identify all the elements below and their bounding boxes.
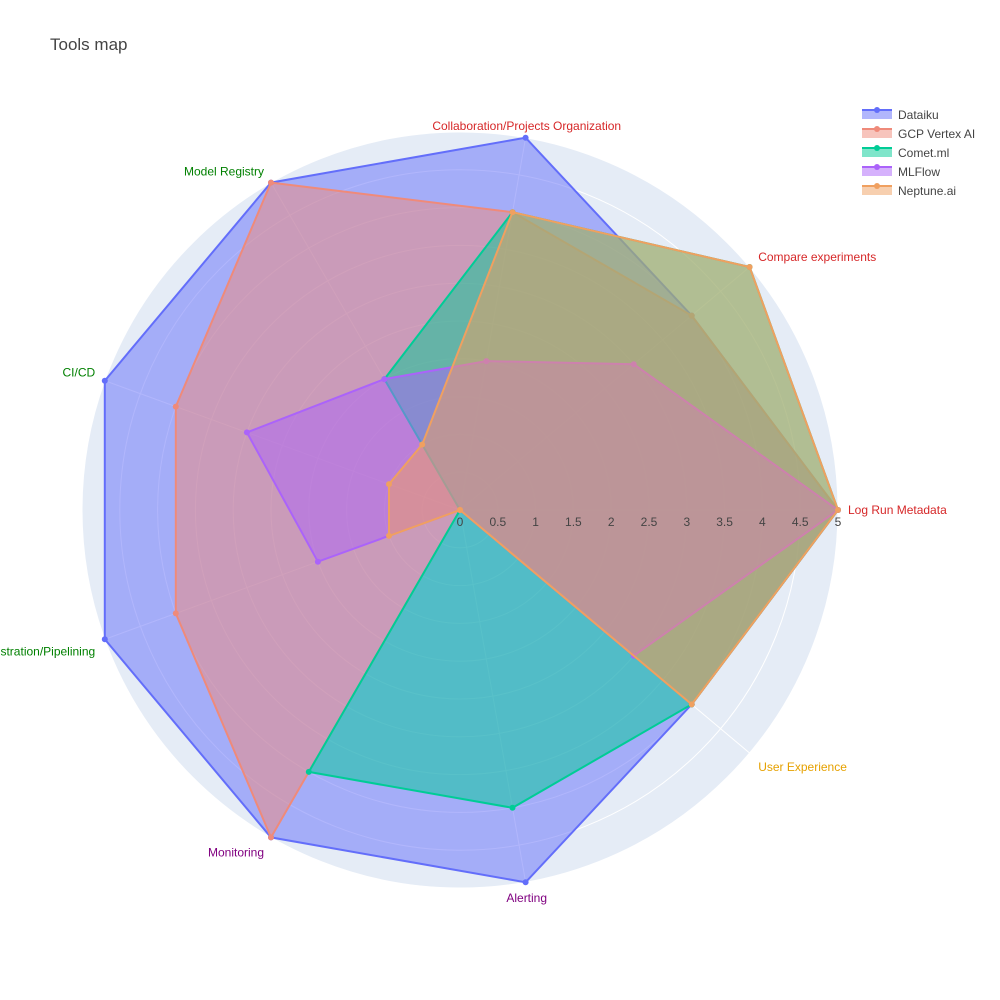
legend-label: Dataiku	[898, 108, 939, 122]
legend-marker	[874, 183, 880, 189]
data-point	[101, 636, 108, 643]
data-point	[419, 441, 426, 448]
data-point	[386, 481, 392, 488]
angular-axis-label: User Experience	[758, 760, 847, 774]
radial-tick-label: 2	[608, 515, 615, 529]
data-point	[381, 376, 388, 383]
data-point	[522, 134, 529, 141]
data-point	[305, 768, 312, 775]
data-point	[457, 507, 463, 513]
data-point	[268, 834, 274, 841]
legend-item[interactable]: GCP Vertex AI	[862, 126, 975, 141]
angular-axis-label: Alerting	[506, 891, 547, 905]
legend-swatch	[862, 186, 892, 195]
data-point	[314, 558, 321, 565]
legend-item[interactable]: Comet.ml	[862, 145, 949, 160]
legend: Dataiku GCP Vertex AI Comet.ml MLFlow Neptun…	[862, 107, 975, 198]
legend-item[interactable]: Neptune.ai	[862, 183, 956, 198]
radial-tick-label: 3.5	[716, 515, 733, 529]
legend-item[interactable]: MLFlow	[862, 164, 940, 179]
radial-tick-label: 4.5	[792, 515, 809, 529]
data-point	[509, 209, 516, 216]
series-layer	[101, 134, 841, 886]
data-point	[835, 507, 841, 513]
data-point	[268, 179, 274, 186]
legend-swatch	[862, 167, 892, 176]
angular-labels: Log Run Metadata Compare experiments Colla…	[0, 119, 947, 905]
data-point	[172, 610, 179, 617]
legend-item[interactable]: Dataiku	[862, 107, 939, 122]
legend-label: GCP Vertex AI	[898, 127, 975, 141]
legend-marker	[874, 126, 880, 132]
radial-tick-label: 0	[457, 515, 464, 529]
radial-tick-label: 0.5	[489, 515, 506, 529]
legend-marker	[874, 145, 880, 151]
radial-tick-label: 1	[532, 515, 539, 529]
data-point	[243, 429, 250, 436]
radial-tick-label: 5	[835, 515, 842, 529]
chart-title: Tools map	[50, 35, 127, 54]
angular-axis-label: Compare experiments	[758, 250, 876, 264]
angular-axis-label: Collaboration/Projects Organization	[432, 119, 621, 133]
legend-label: Comet.ml	[898, 146, 949, 160]
angular-axis-label: CI/CD	[63, 366, 96, 380]
radial-tick-label: 4	[759, 515, 766, 529]
legend-marker	[874, 107, 880, 113]
legend-swatch	[862, 110, 892, 119]
series-neptune-ai	[386, 209, 841, 708]
legend-label: Neptune.ai	[898, 184, 956, 198]
data-point	[746, 264, 753, 270]
legend-swatch	[862, 129, 892, 138]
radial-ticks: 0 0.5 1 1.5 2 2.5 3 3.5 4 4.5 5	[457, 515, 842, 529]
data-point	[522, 879, 529, 886]
data-point	[172, 403, 179, 410]
radial-tick-label: 2.5	[641, 515, 658, 529]
data-point	[509, 804, 516, 811]
angular-axis-label: Model Registry	[184, 164, 264, 178]
data-point	[101, 377, 108, 384]
radial-tick-label: 3	[683, 515, 690, 529]
legend-label: MLFlow	[898, 165, 940, 179]
data-point	[688, 701, 695, 708]
angular-axis-label: Monitoring	[208, 846, 264, 860]
radial-tick-label: 1.5	[565, 515, 582, 529]
legend-marker	[874, 164, 880, 170]
legend-swatch	[862, 148, 892, 157]
angular-axis-label: Orchestration/Pipelining	[0, 644, 95, 658]
data-point	[386, 532, 392, 539]
angular-axis-label: Log Run Metadata	[848, 503, 947, 517]
